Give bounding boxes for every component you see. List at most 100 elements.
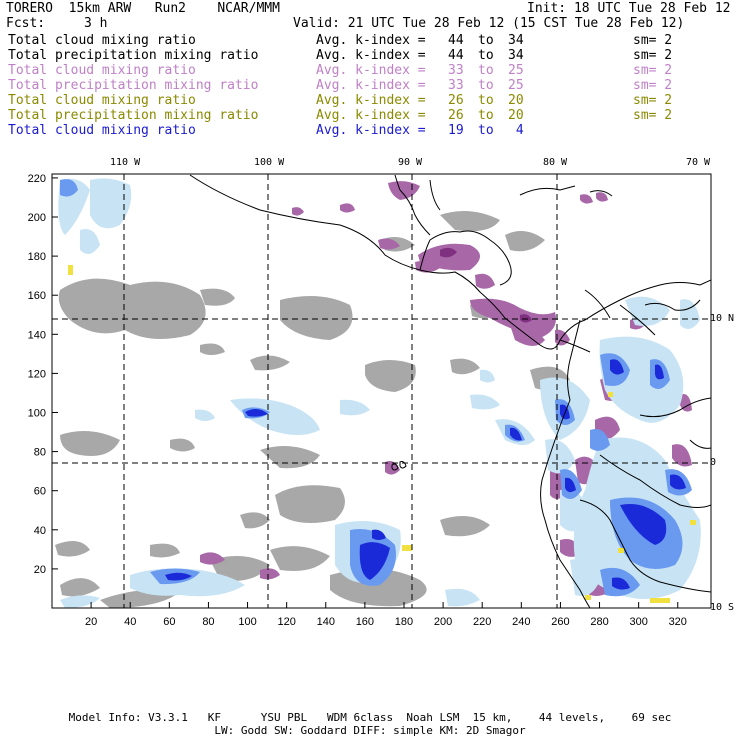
legend-to: 34 [508, 33, 524, 48]
map-frame [51, 173, 712, 609]
legend-field: Total precipitation mixing ratio [8, 78, 259, 93]
legend-field: Total cloud mixing ratio [8, 93, 196, 108]
longitude-label: 100 W [254, 157, 285, 168]
x-tick-label: 180 [395, 616, 413, 628]
legend-sm: sm= 2 [633, 63, 673, 78]
lat-lon-grid [52, 174, 711, 608]
fcst-value: 3 h [84, 16, 108, 31]
legend-avg: Avg. k-index = [316, 123, 426, 138]
legend-to: 20 [508, 108, 524, 123]
y-tick-label: 100 [28, 408, 46, 420]
legend-row: Total precipitation mixing ratio Avg. k-i… [6, 48, 730, 63]
legend-to: 4 [508, 123, 524, 138]
legend-row: Total precipitation mixing ratio Avg. k-i… [6, 108, 730, 123]
legend-avg: Avg. k-index = [316, 78, 426, 93]
legend-to: 34 [508, 48, 524, 63]
dark-blue-cloud-patches [165, 359, 686, 590]
x-tick-label: 120 [277, 616, 295, 628]
legend-from: 33 [448, 63, 464, 78]
legend-sm: sm= 2 [633, 93, 673, 108]
y-tick-label: 60 [34, 486, 46, 498]
latitude-label: 0 [710, 457, 717, 468]
longitude-label: 110 W [110, 157, 141, 168]
legend-to: 20 [508, 93, 524, 108]
coastlines [189, 174, 711, 608]
legend-row: Total cloud mixing ratio Avg. k-index = 26… [6, 93, 730, 108]
legend-row: Total cloud mixing ratio Avg. k-index = 44… [6, 33, 730, 48]
legend-to: 25 [508, 63, 524, 78]
axis-tick-labels: 20 40 60 80 100 120 140 160 180 200 220 240 260 280 30… [28, 173, 687, 628]
x-tick-label: 80 [202, 616, 214, 628]
physics-info: LW: Godd SW: Goddard DIFF: simple KM: 2D… [214, 724, 526, 737]
y-tick-label: 200 [28, 212, 46, 224]
x-tick-label: 20 [85, 616, 97, 628]
legend-avg: Avg. k-index = [316, 48, 426, 63]
x-tick-label: 280 [590, 616, 608, 628]
dark-purple-patches [440, 247, 532, 323]
yellow-cloud-patches [68, 265, 696, 603]
legend-to-word: to [478, 108, 494, 123]
field-layer [52, 174, 711, 608]
legend-avg: Avg. k-index = [316, 93, 426, 108]
legend-to-word: to [478, 78, 494, 93]
latitude-label: 10 S [710, 602, 735, 613]
y-tick-label: 80 [34, 447, 46, 459]
longitude-label: 90 W [398, 157, 423, 168]
legend-sm: sm= 2 [633, 33, 673, 48]
x-tick-label: 140 [317, 616, 335, 628]
legend-sm: sm= 2 [633, 78, 673, 93]
legend-to-word: to [478, 63, 494, 78]
model-info: Model Info: V3.3.1 KF YSU PBL WDM 6class… [68, 711, 672, 724]
legend-avg: Avg. k-index = [316, 63, 426, 78]
legend-field: Total precipitation mixing ratio [8, 48, 259, 63]
valid-time: Valid: 21 UTC Tue 28 Feb 12 (15 CST Tue … [293, 16, 685, 31]
legend-row: Total cloud mixing ratio Avg. k-index = 19… [6, 123, 730, 138]
legend-from: 44 [448, 33, 464, 48]
legend-avg: Avg. k-index = [316, 108, 426, 123]
y-tick-label: 160 [28, 290, 46, 302]
x-tick-label: 220 [473, 616, 491, 628]
legend-field: Total cloud mixing ratio [8, 33, 196, 48]
legend-avg: Avg. k-index = [316, 33, 426, 48]
legend-sm: sm= 2 [633, 48, 673, 63]
x-tick-label: 160 [356, 616, 374, 628]
legend-to-word: to [478, 48, 494, 63]
longitude-label: 80 W [543, 157, 568, 168]
x-tick-label: 60 [163, 616, 175, 628]
legend-row: Total precipitation mixing ratio Avg. k-i… [6, 78, 730, 93]
legend-from: 26 [448, 108, 464, 123]
legend-field: Total cloud mixing ratio [8, 123, 196, 138]
legend-sm: sm= 2 [633, 108, 673, 123]
x-tick-label: 200 [434, 616, 452, 628]
x-tick-label: 260 [551, 616, 569, 628]
model-title: TORERO 15km ARW Run2 NCAR/MMM [6, 1, 280, 16]
y-tick-label: 180 [28, 251, 46, 263]
x-tick-label: 40 [124, 616, 136, 628]
legend-to-word: to [478, 123, 494, 138]
legend-to-word: to [478, 33, 494, 48]
y-tick-label: 20 [34, 564, 46, 576]
fcst-label: Fcst: [6, 16, 46, 31]
latitude-label: 10 N [710, 313, 735, 324]
x-tick-label: 100 [238, 616, 256, 628]
legend-from: 44 [448, 48, 464, 63]
legend-row: Total cloud mixing ratio Avg. k-index = 33… [6, 63, 730, 78]
legend-from: 33 [448, 78, 464, 93]
legend-from: 19 [448, 123, 464, 138]
axis-ticks [52, 177, 679, 608]
legend-to-word: to [478, 93, 494, 108]
init-time: Init: 18 UTC Tue 28 Feb 12 [527, 1, 731, 16]
legend-field: Total precipitation mixing ratio [8, 108, 259, 123]
y-tick-label: 40 [34, 525, 46, 537]
longitude-label: 70 W [686, 157, 711, 168]
y-tick-label: 140 [28, 329, 46, 341]
legend-to: 25 [508, 78, 524, 93]
x-tick-label: 320 [669, 616, 687, 628]
y-tick-label: 220 [28, 173, 46, 185]
legend-field: Total cloud mixing ratio [8, 63, 196, 78]
x-tick-label: 240 [512, 616, 530, 628]
x-tick-label: 300 [629, 616, 647, 628]
y-tick-label: 120 [28, 368, 46, 380]
legend-from: 26 [448, 93, 464, 108]
